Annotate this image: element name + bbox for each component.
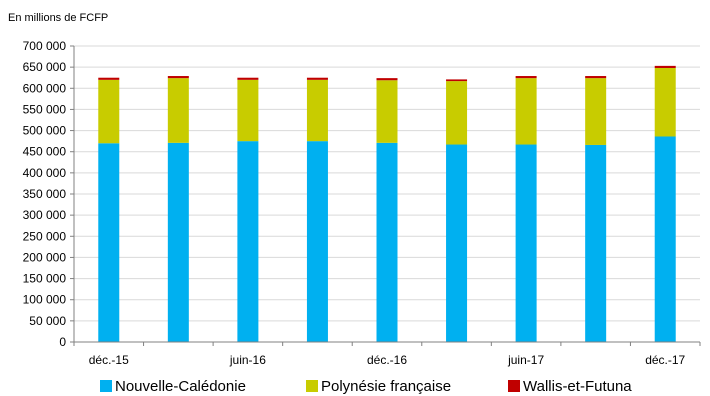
bar-segment	[446, 144, 468, 342]
bar-segment	[237, 141, 259, 342]
bar-segment	[98, 77, 120, 80]
y-tick-label: 150 000	[23, 272, 67, 286]
bar-segment	[654, 136, 676, 342]
legend-swatch	[100, 380, 112, 392]
bar-segment	[306, 79, 328, 142]
bar-segment	[515, 78, 537, 145]
bar-segment	[376, 78, 398, 81]
y-tick-label: 550 000	[23, 102, 67, 116]
bar-segment	[167, 76, 189, 79]
x-tick-label: juin-17	[507, 353, 544, 367]
y-tick-label: 600 000	[23, 81, 67, 95]
y-tick-label: 50 000	[29, 314, 66, 328]
y-tick-label: 250 000	[23, 229, 67, 243]
y-tick-label: 300 000	[23, 208, 67, 222]
bar-segment	[98, 79, 120, 144]
bar-segment	[515, 144, 537, 342]
y-tick-label: 350 000	[23, 187, 67, 201]
x-tick-label: déc.-15	[89, 353, 129, 367]
bar-segment	[376, 80, 398, 143]
legend-swatch	[508, 380, 520, 392]
x-axis-tick-labels: déc.-15 juin-16 déc.-16 juin-17 déc.-17	[73, 342, 701, 367]
axes	[73, 46, 700, 343]
bar-segment	[654, 67, 676, 137]
bar-segment	[98, 143, 120, 342]
y-tick-label: 0	[59, 335, 66, 349]
bar-segment	[306, 141, 328, 342]
bar-segment	[585, 144, 607, 342]
y-tick-label: 100 000	[23, 293, 67, 307]
legend: Nouvelle-Calédonie Polynésie française Wal…	[100, 378, 632, 395]
bar-segment	[515, 76, 537, 79]
bar-segment	[654, 65, 676, 68]
legend-swatch	[306, 380, 318, 392]
bar-segment	[376, 142, 398, 342]
y-tick-label: 450 000	[23, 145, 67, 159]
x-tick-label: déc.-16	[367, 353, 407, 367]
y-axis-tick-labels: 0 50 000 100 000 150 000 200 000 250 000 300 0…	[23, 39, 74, 349]
bar-segment	[585, 78, 607, 145]
x-tick-label: déc.-17	[645, 353, 685, 367]
bar-segment	[446, 79, 468, 82]
bar-segment	[585, 76, 607, 79]
bar-segment	[237, 79, 259, 142]
unit-label: En millions de FCFP	[8, 12, 108, 24]
y-tick-label: 650 000	[23, 60, 67, 74]
legend-label: Nouvelle-Calédonie	[115, 378, 246, 395]
y-tick-label: 700 000	[23, 39, 67, 53]
bar-segment	[167, 142, 189, 342]
bar-segment	[167, 78, 189, 143]
bars	[98, 65, 676, 342]
legend-label: Wallis-et-Futuna	[523, 378, 632, 395]
legend-label: Polynésie française	[321, 378, 451, 395]
x-tick-label: juin-16	[229, 353, 266, 367]
y-tick-label: 200 000	[23, 250, 67, 264]
bar-segment	[306, 77, 328, 80]
bar-segment	[446, 81, 468, 145]
y-tick-label: 500 000	[23, 124, 67, 138]
y-tick-label: 400 000	[23, 166, 67, 180]
bar-segment	[237, 77, 259, 80]
